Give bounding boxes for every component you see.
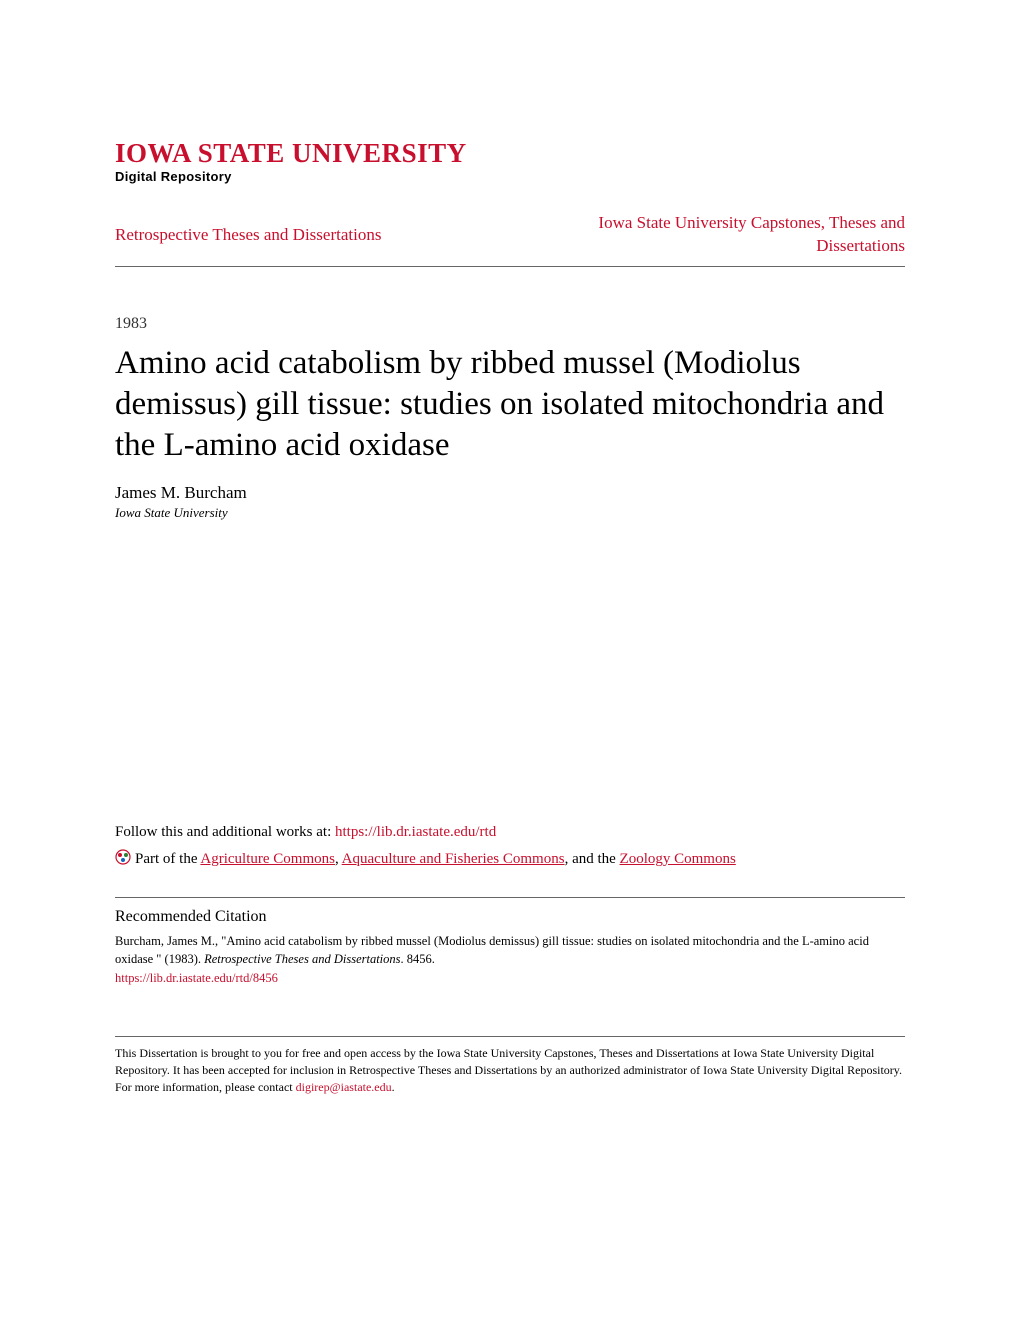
capstones-link[interactable]: Iowa State University Capstones, Theses … [598,213,905,255]
document-title: Amino acid catabolism by ribbed mussel (… [115,343,905,467]
part-of-prefix: Part of the [135,851,200,867]
sep1: , [335,851,342,867]
citation-heading: Recommended Citation [115,908,905,926]
collection-link-right[interactable]: Iowa State University Capstones, Theses … [545,212,905,258]
collection-link-left[interactable]: Retrospective Theses and Dissertations [115,225,381,245]
commons-link-zoology[interactable]: Zoology Commons [620,851,736,867]
follow-line: Follow this and additional works at: htt… [115,821,905,844]
author-name: James M. Burcham [115,483,905,503]
university-name: IOWA STATE UNIVERSITY [115,140,905,167]
commons-link-agriculture[interactable]: Agriculture Commons [200,851,335,867]
citation-italic: Retrospective Theses and Dissertations [204,952,400,966]
collection-links-row: Retrospective Theses and Dissertations I… [115,212,905,267]
institution-logo-block: IOWA STATE UNIVERSITY Digital Repository [115,140,905,184]
network-icon [115,849,131,865]
contact-email-link[interactable]: digirep@iastate.edu [296,1080,392,1094]
sep2: , and the [565,851,620,867]
footer-part2: . [392,1080,395,1094]
follow-url-link[interactable]: https://lib.dr.iastate.edu/rtd [335,824,496,840]
footer-part1: This Dissertation is brought to you for … [115,1046,902,1095]
citation-text: Burcham, James M., "Amino acid catabolis… [115,932,905,987]
citation-part2: . 8456. [401,952,435,966]
follow-section: Follow this and additional works at: htt… [115,821,905,872]
citation-url-link[interactable]: https://lib.dr.iastate.edu/rtd/8456 [115,969,905,987]
digital-repository-label: Digital Repository [115,169,905,184]
publication-year: 1983 [115,315,905,333]
recommended-citation-block: Recommended Citation Burcham, James M., … [115,897,905,987]
access-statement: This Dissertation is brought to you for … [115,1036,905,1097]
part-of-line: Part of the Agriculture Commons, Aquacul… [115,848,905,871]
follow-prefix: Follow this and additional works at: [115,824,335,840]
retrospective-theses-link[interactable]: Retrospective Theses and Dissertations [115,225,381,244]
author-affiliation: Iowa State University [115,505,905,521]
commons-link-aquaculture[interactable]: Aquaculture and Fisheries Commons [342,851,565,867]
